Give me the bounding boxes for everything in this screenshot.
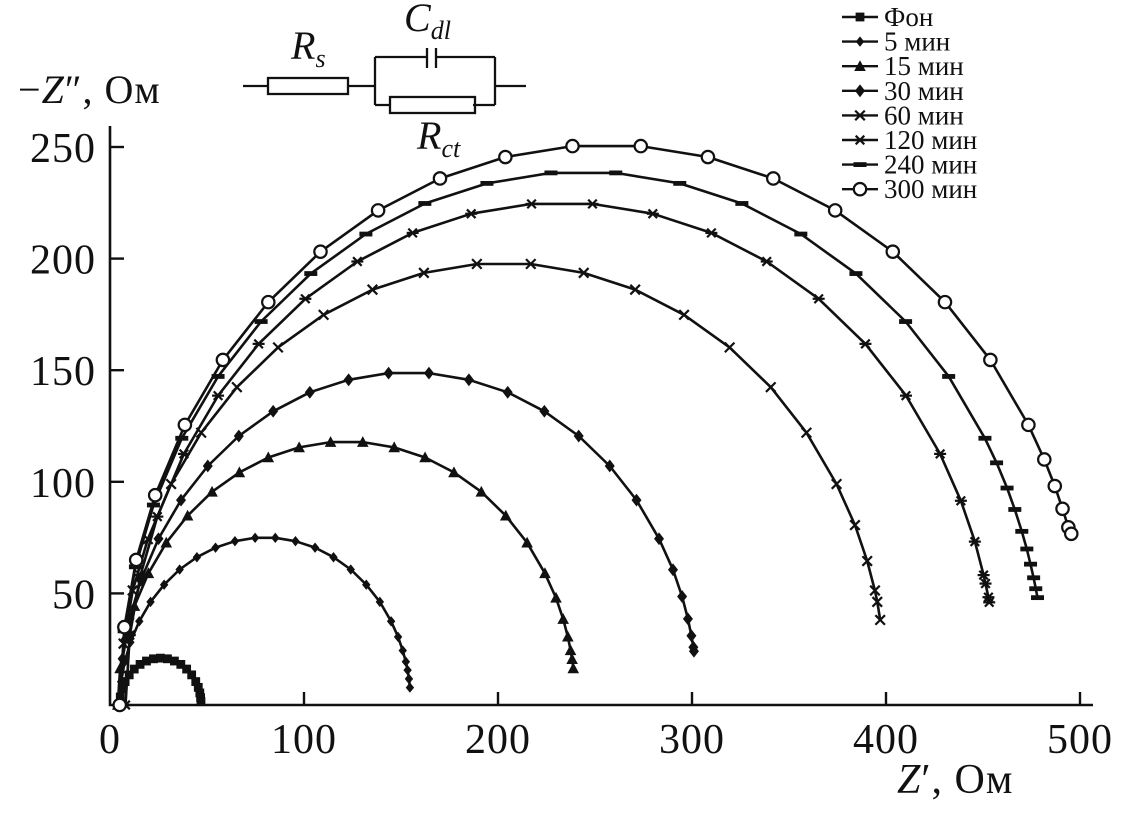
series-300-min (112, 138, 1079, 713)
y-tick-label: 200 (30, 238, 96, 284)
y-tick-label: 50 (52, 572, 96, 618)
rs-symbol: R (291, 23, 316, 68)
y-axis-minus: − (18, 67, 42, 112)
legend-label-300-min: 300 мин (884, 174, 977, 204)
y-tick-label: 100 (30, 461, 96, 507)
y-axis-label: −Z″, Ом (18, 66, 161, 113)
series-30-min (114, 366, 699, 712)
x-axis-symbol: Z (897, 757, 922, 803)
y-axis-symbol: Z (41, 67, 65, 112)
legend-label-30-min: 30 мин (884, 76, 964, 106)
x-tick-label: 300 (659, 717, 725, 763)
cdl-symbol: C (404, 0, 431, 40)
rs-subscript: s (315, 44, 326, 73)
legend-item-240-min: 240 мин (842, 150, 977, 180)
y-axis-ticks: 50 100 150 200 250 (30, 126, 124, 618)
series-60-min (114, 258, 886, 711)
x-tick-label: 100 (271, 717, 337, 763)
legend-label-fon: Фон (884, 2, 933, 32)
legend-item-15-min: 15 мин (842, 51, 964, 81)
x-axis-unit: , Ом (931, 757, 1014, 803)
legend-label-15-min: 15 мин (884, 51, 964, 81)
axes (108, 126, 1093, 707)
rct-subscript: ct (441, 134, 461, 163)
y-axis-prime: ″ (64, 67, 83, 112)
x-axis-label: Z′, Ом (897, 756, 1013, 804)
legend-label-240-min: 240 мин (884, 150, 977, 180)
x-tick-label: 400 (853, 717, 919, 763)
x-axis-ticks: 0 100 200 300 400 500 (99, 692, 1113, 763)
legend-item-300-min: 300 мин (842, 174, 977, 204)
legend-item-30-min: 30 мин (842, 76, 964, 106)
y-tick-label: 150 (30, 349, 96, 395)
circuit-rs-label: Rs (291, 22, 326, 72)
legend-item-fon: Фон (842, 2, 933, 32)
circuit-rct-label: Rct (417, 112, 460, 162)
x-axis-prime: ′ (921, 757, 932, 803)
x-tick-label: 0 (99, 717, 121, 763)
x-tick-label: 200 (465, 717, 531, 763)
y-axis-unit: , Ом (82, 67, 161, 112)
legend-item-60-min: 60 мин (842, 100, 964, 130)
legend-label-120-min: 120 мин (884, 125, 977, 155)
legend-item-5-min: 5 мин (842, 27, 950, 57)
legend-label-60-min: 60 мин (884, 100, 964, 130)
x-tick-label: 500 (1047, 717, 1113, 763)
legend-item-120-min: 120 мин (842, 125, 977, 155)
series-120-min (119, 198, 996, 711)
legend-label-5-min: 5 мин (884, 27, 950, 57)
circuit-cdl-label: Cdl (404, 0, 451, 44)
cdl-subscript: dl (430, 16, 451, 45)
series-5-min (115, 532, 415, 711)
equivalent-circuit (243, 48, 526, 115)
y-tick-label: 250 (30, 126, 96, 172)
rct-symbol: R (417, 113, 442, 158)
